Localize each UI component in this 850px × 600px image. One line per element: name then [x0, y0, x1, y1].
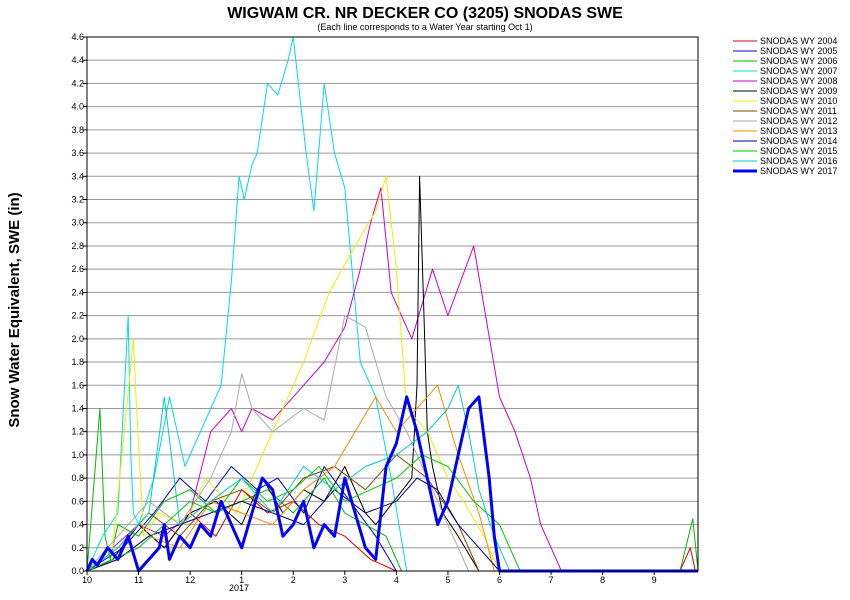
y-tick-label: 2.2 [71, 311, 84, 321]
y-tick-label: 4.2 [71, 78, 84, 88]
series-line-snodas-wy-2008 [86, 187, 698, 572]
x-tick-label: 8 [600, 575, 605, 585]
x-tick-label: 11 [134, 575, 143, 585]
y-tick-label: 4.0 [71, 102, 84, 112]
chart-subtitle: (Each line corresponds to a Water Year s… [317, 22, 532, 32]
x-tick-label: 6 [497, 575, 502, 585]
legend-label: SNODAS WY 2011 [760, 106, 837, 116]
legend-label: SNODAS WY 2015 [760, 146, 837, 156]
y-tick-label: 3.4 [71, 171, 84, 181]
y-axis-ticks: 0.0 0.2 0.4 0.6 0.8 1.0 1.2 1.4 1.6 1.8 2.0 2.2 2.4 2… [71, 32, 87, 576]
y-tick-label: 2.6 [71, 264, 84, 274]
y-axis-label: Snow Water Equivalent, SWE (in) [6, 192, 23, 427]
y-tick-label: 3.2 [71, 195, 84, 205]
legend-label: SNODAS WY 2016 [760, 156, 837, 166]
y-tick-label: 3.6 [71, 148, 84, 158]
x-tick-label: 2 [291, 575, 296, 585]
x-tick-label: 10 [82, 575, 92, 585]
legend-label: SNODAS WY 2012 [760, 116, 837, 126]
legend-label: SNODAS WY 2009 [760, 86, 837, 96]
series-line-snodas-wy-2016 [86, 384, 698, 572]
legend-label: SNODAS WY 2005 [760, 46, 837, 56]
legend-label: SNODAS WY 2006 [760, 56, 837, 66]
y-tick-label: 2.8 [71, 241, 84, 251]
plot-area-border [86, 36, 699, 572]
y-tick-label: 1.6 [71, 380, 84, 390]
series-line-snodas-wy-2011 [86, 454, 698, 572]
y-tick-label: 3.0 [71, 218, 84, 228]
y-tick-label: 2.4 [71, 287, 84, 297]
legend-label: SNODAS WY 2013 [760, 126, 837, 136]
x-tick-label: 4 [394, 575, 399, 585]
x-tick-label: 9 [652, 575, 657, 585]
series-line-snodas-wy-2017 [85, 395, 698, 573]
series-line-snodas-wy-2007 [86, 36, 698, 572]
y-tick-label: 0.2 [71, 543, 84, 553]
y-tick-label: 4.6 [71, 32, 84, 42]
y-tick-label: 0.0 [71, 566, 84, 576]
y-tick-label: 3.8 [71, 125, 84, 135]
y-tick-label: 0.8 [71, 473, 84, 483]
y-tick-label: 4.4 [71, 55, 84, 65]
grid [87, 36, 698, 572]
y-tick-label: 1.0 [71, 450, 84, 460]
series-line-snodas-wy-2005 [86, 466, 698, 572]
y-tick-label: 0.6 [71, 496, 84, 506]
y-tick-label: 2.0 [71, 334, 84, 344]
y-tick-label: 1.4 [71, 403, 84, 413]
x-tick-label: 7 [549, 575, 554, 585]
y-tick-label: 0.4 [71, 520, 84, 530]
x-tick-label: 12 [185, 575, 195, 585]
x-year-label: 2017 [229, 583, 249, 593]
legend-label: SNODAS WY 2004 [760, 36, 837, 46]
x-tick-label: 1 [239, 575, 244, 585]
y-tick-label: 1.2 [71, 427, 84, 437]
y-tick-label: 1.8 [71, 357, 84, 367]
legend-label: SNODAS WY 2010 [760, 96, 837, 106]
chart-title: WIGWAM CR. NR DECKER CO (3205) SNODAS SW… [227, 5, 623, 22]
x-tick-label: 5 [445, 575, 450, 585]
series-line-snodas-wy-2010 [86, 175, 698, 572]
legend-label: SNODAS WY 2008 [760, 76, 837, 86]
legend-label: SNODAS WY 2017 [760, 166, 837, 176]
x-tick-label: 3 [342, 575, 347, 585]
x-axis-ticks: 10 11 12 1 2 3 4 5 6 7 8 9 [82, 571, 657, 585]
plot-lines [85, 36, 699, 573]
legend-label: SNODAS WY 2014 [760, 136, 837, 146]
legend-label: SNODAS WY 2007 [760, 66, 837, 76]
